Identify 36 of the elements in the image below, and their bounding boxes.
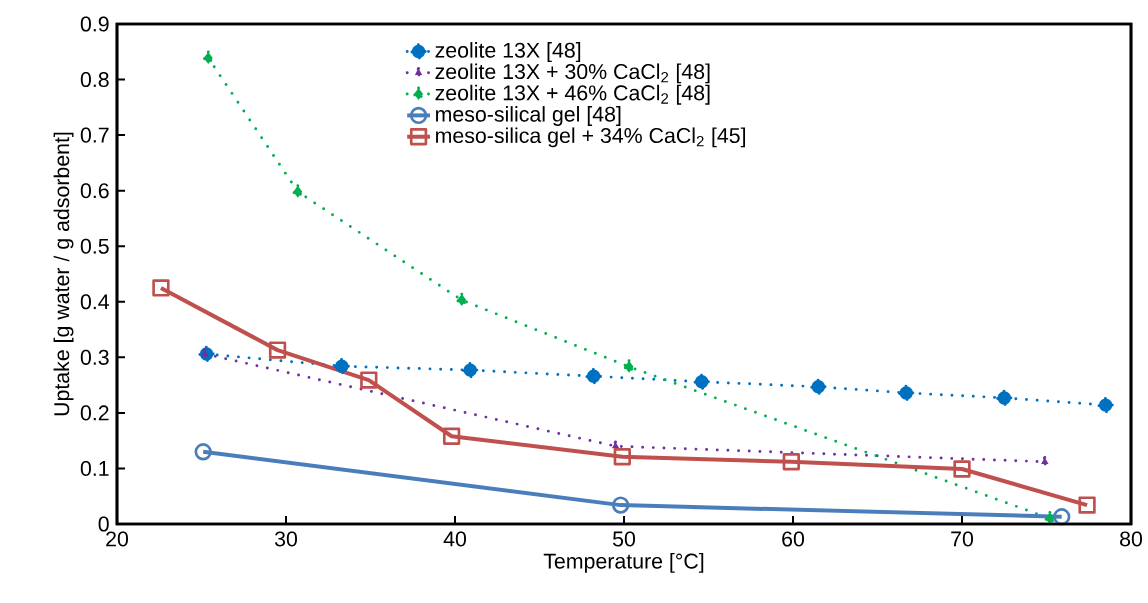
y-axis-title: Uptake [g water / g adsorbent] [53,132,74,416]
point [152,279,170,297]
point [782,453,800,471]
y-tick-label: 0.5 [80,238,109,254]
x-tick-label: 60 [782,531,805,547]
legend-label: meso-silica gel + 34% CaCl$_{2}$ [45] [436,127,746,148]
x-tick-label: 30 [274,531,298,547]
x-tick-label: 80 [1120,531,1143,547]
legend-label: meso-silical gel [48] [436,106,621,126]
y-tick-label: 0.2 [80,405,109,421]
x-tick-label: 20 [106,531,129,547]
x-axis-title: Temperature [°C] [543,552,704,573]
x-tick-label: 40 [443,531,467,547]
y-tick-label: 0.3 [80,349,109,365]
y-tick-label: 0.8 [80,72,109,88]
y-tick-label: 0.9 [80,16,109,32]
x-tick-label: 70 [951,531,974,547]
point [613,448,631,466]
point [953,460,971,478]
point [360,371,378,389]
point [611,496,630,514]
legend-label: zeolite 13X + 46% CaCl$_{2}$ [48] [435,84,710,105]
point [1078,496,1096,514]
y-tick-label: 0 [98,516,109,532]
point [194,443,212,461]
point [442,427,461,445]
y-tick-label: 0.7 [80,127,109,143]
legend-label: zeolite 13X [48] [435,42,581,62]
point [1053,508,1071,526]
point [1097,396,1114,414]
x-tick-label: 50 [613,531,636,547]
y-tick-label: 0.6 [80,183,109,199]
legend-label: zeolite 13X + 30% CaCl$_{2}$ [48] [435,63,710,84]
y-tick-label: 0.4 [80,294,109,310]
point [268,341,287,359]
y-tick-label: 0.1 [80,460,109,476]
